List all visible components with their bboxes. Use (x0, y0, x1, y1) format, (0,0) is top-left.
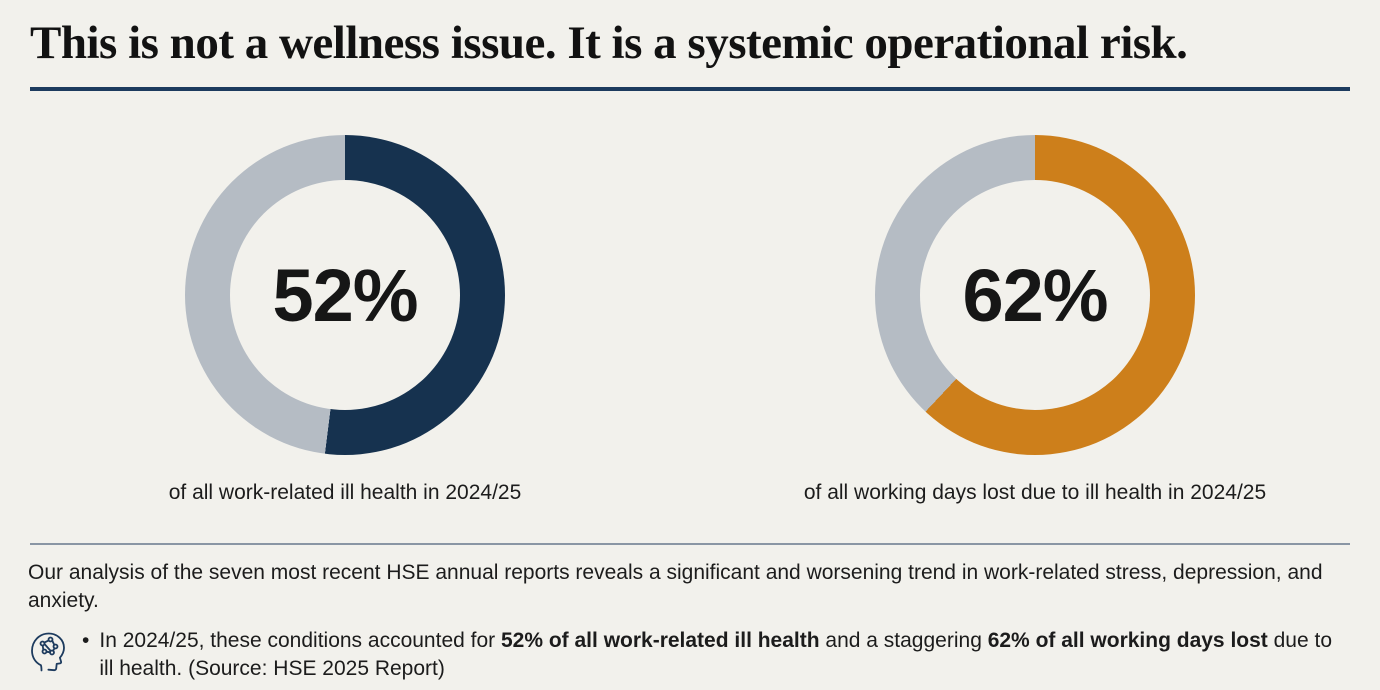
bullet-text: In 2024/25, these conditions accounted f… (99, 627, 1350, 682)
donut-ring-days-lost: 62% (875, 135, 1195, 456)
donut-caption-ill-health: of all work-related ill health in 2024/2… (168, 481, 522, 505)
donut-hole: 62% (920, 180, 1150, 411)
analysis-paragraph: Our analysis of the seven most recent HS… (28, 561, 1323, 612)
donut-chart-ill-health: 52% of all work-related ill health in 20… (0, 135, 690, 505)
donut-value-days-lost: 62% (962, 253, 1108, 337)
bullet-marker: • (82, 629, 90, 653)
section-divider (30, 543, 1350, 546)
bullet-text-part3: due to ill health. (Source: HSE 2025 Rep… (99, 629, 1333, 681)
donut-ring-ill-health: 52% (185, 135, 505, 456)
page-title: This is not a wellness issue. It is a sy… (30, 17, 1188, 69)
charts-row: 52% of all work-related ill health in 20… (0, 135, 1380, 505)
bullet-text-bold-52: 52% of all work-related ill health (500, 629, 820, 653)
bullet-text-part2: and a staggering (819, 629, 988, 653)
title-divider (30, 87, 1350, 92)
bullet-text-bold-62: 62% of all working days lost (987, 629, 1268, 653)
donut-chart-days-lost: 62% of all working days lost due to ill … (690, 135, 1380, 505)
donut-caption-days-lost: of all working days lost due to ill heal… (803, 481, 1267, 505)
donut-value-ill-health: 52% (272, 253, 418, 337)
analysis-section: Our analysis of the seven most recent HS… (28, 559, 1350, 683)
bullet-text-part1: In 2024/25, these conditions accounted f… (99, 629, 501, 653)
head-brain-icon (28, 627, 68, 673)
donut-hole: 52% (230, 180, 460, 411)
bullet-row: • In 2024/25, these conditions accounted… (28, 627, 1350, 682)
